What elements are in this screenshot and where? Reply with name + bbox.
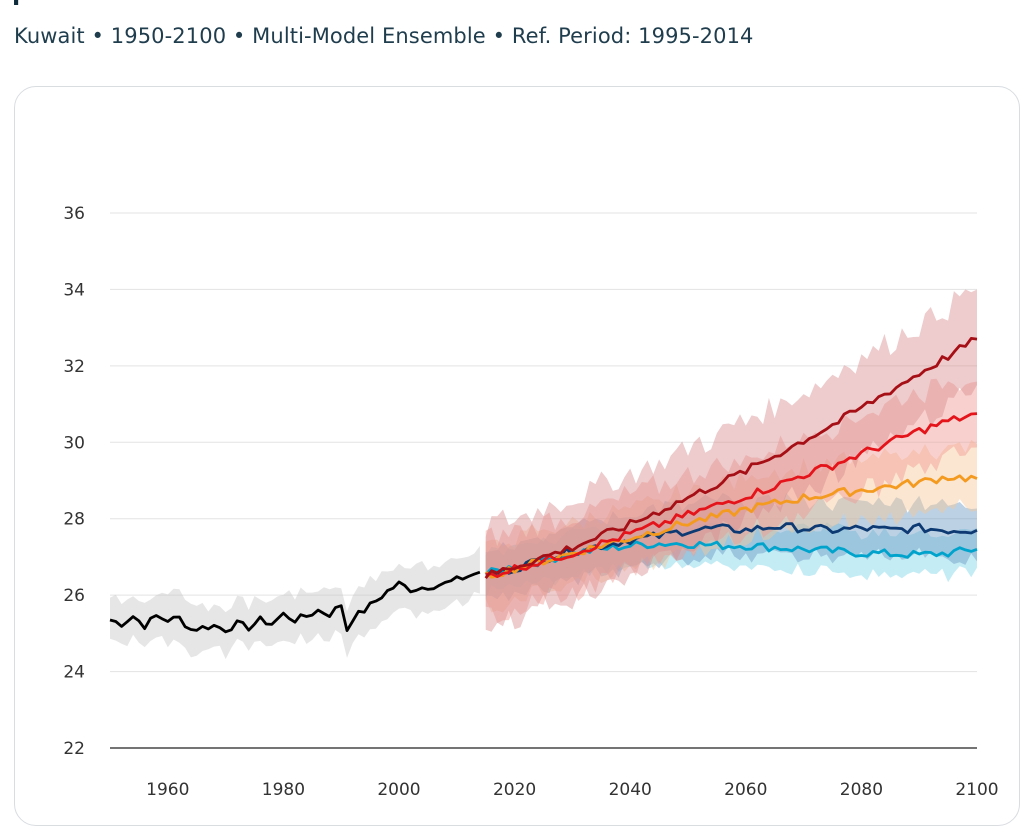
- x-tick-label: 2080: [840, 780, 883, 800]
- y-tick-label: 24: [63, 663, 85, 683]
- page-title-partial: I: [12, 0, 20, 11]
- historical-line: [109, 570, 481, 634]
- uncertainty-bands: [110, 289, 977, 660]
- chart-card: 22 24 26 28 30 32 34 36 1960 1980 2000 2020 2040 2060…: [14, 86, 1020, 826]
- scenario-high-line: [485, 412, 978, 578]
- scenario-veryhigh-line: [484, 337, 978, 579]
- y-tick-label: 34: [63, 280, 85, 300]
- page-subtitle: Kuwait • 1950-2100 • Multi-Model Ensembl…: [14, 24, 754, 48]
- x-tick-label: 2060: [724, 780, 767, 800]
- historical-band: [110, 546, 480, 660]
- axes: 22 24 26 28 30 32 34 36 1960 1980 2000 2020 2040 2060…: [63, 204, 998, 800]
- scenario-midlow-line: [485, 522, 978, 576]
- x-tick-label: 2100: [955, 780, 998, 800]
- x-tick-label: 1980: [262, 780, 305, 800]
- x-tick-label: 2020: [493, 780, 536, 800]
- grid-lines: [110, 212, 977, 749]
- scenario-mid-line: [484, 474, 978, 579]
- series-lines: [109, 337, 978, 634]
- x-tick-label: 2000: [377, 780, 420, 800]
- y-tick-label: 22: [63, 739, 85, 759]
- chart-svg: 22 24 26 28 30 32 34 36 1960 1980 2000 2020 2040 2060…: [63, 204, 998, 800]
- y-tick-label: 26: [63, 586, 85, 606]
- x-tick-label: 1960: [146, 780, 189, 800]
- y-tick-label: 28: [63, 510, 85, 530]
- y-tick-label: 32: [63, 357, 85, 377]
- x-tick-label: 2040: [609, 780, 652, 800]
- y-tick-label: 36: [63, 204, 85, 224]
- y-tick-label: 30: [63, 433, 85, 453]
- scenario-mid-band: [485, 439, 977, 613]
